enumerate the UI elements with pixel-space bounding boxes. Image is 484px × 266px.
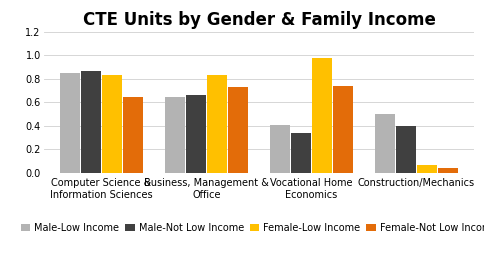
Bar [123, 97, 143, 173]
Bar [228, 87, 248, 173]
Bar [396, 126, 416, 173]
Bar [375, 114, 395, 173]
Bar [270, 125, 290, 173]
Legend: Male-Low Income, Male-Not Low Income, Female-Low Income, Female-Not Low Income: Male-Low Income, Male-Not Low Income, Fe… [21, 223, 484, 233]
Bar [417, 165, 437, 173]
Bar [291, 133, 311, 173]
Bar [333, 86, 353, 173]
Bar [60, 73, 80, 173]
Bar [207, 75, 227, 173]
Bar [102, 75, 122, 173]
Bar [186, 95, 206, 173]
Bar [438, 168, 458, 173]
Bar [165, 97, 185, 173]
Bar [312, 58, 332, 173]
Bar [81, 71, 101, 173]
Title: CTE Units by Gender & Family Income: CTE Units by Gender & Family Income [82, 11, 436, 29]
